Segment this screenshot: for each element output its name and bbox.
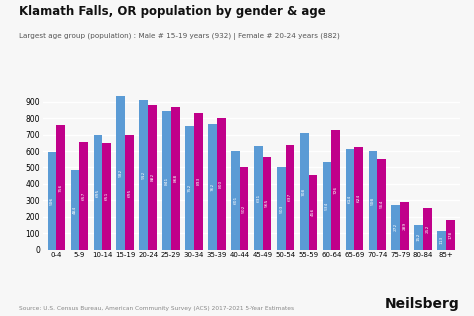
Text: 565: 565: [265, 199, 269, 208]
Bar: [331, 130, 340, 250]
Bar: [392, 205, 400, 250]
Bar: [194, 113, 202, 250]
Bar: [139, 100, 148, 250]
Text: 289: 289: [402, 222, 407, 230]
Text: 651: 651: [105, 192, 109, 200]
Text: 637: 637: [288, 193, 292, 201]
Text: Largest age group (population) : Male # 15-19 years (932) | Female # 20-24 years: Largest age group (population) : Male # …: [19, 33, 340, 40]
Text: 252: 252: [426, 225, 429, 233]
Bar: [171, 107, 180, 250]
Bar: [71, 170, 79, 250]
Text: 502: 502: [242, 204, 246, 213]
Text: 534: 534: [325, 202, 329, 210]
Bar: [162, 112, 171, 250]
Text: 484: 484: [73, 206, 77, 214]
Bar: [79, 142, 88, 250]
Bar: [423, 208, 432, 250]
Bar: [446, 220, 455, 250]
Bar: [102, 143, 111, 250]
Text: 614: 614: [348, 195, 352, 203]
Text: 752: 752: [188, 184, 191, 192]
Text: Neilsberg: Neilsberg: [385, 297, 460, 311]
Text: 932: 932: [119, 169, 123, 177]
Bar: [414, 225, 423, 250]
Text: 601: 601: [233, 196, 237, 204]
Text: Source: U.S. Census Bureau, American Community Survey (ACS) 2017-2021 5-Year Est: Source: U.S. Census Bureau, American Com…: [19, 306, 294, 311]
Bar: [286, 145, 294, 250]
Text: 113: 113: [440, 236, 444, 245]
Text: 272: 272: [394, 223, 398, 231]
Text: 800: 800: [219, 180, 223, 188]
Bar: [48, 152, 56, 250]
Bar: [217, 118, 226, 250]
Bar: [240, 167, 248, 250]
Bar: [400, 202, 409, 250]
Text: 708: 708: [302, 187, 306, 196]
Text: 756: 756: [59, 183, 63, 192]
Text: 596: 596: [50, 197, 54, 205]
Text: 695: 695: [96, 188, 100, 197]
Bar: [125, 136, 134, 250]
Text: 554: 554: [380, 200, 383, 208]
Text: 657: 657: [82, 191, 86, 200]
Bar: [355, 147, 363, 250]
Text: 631: 631: [256, 194, 260, 202]
Bar: [185, 126, 194, 250]
Text: 503: 503: [279, 204, 283, 212]
Text: Klamath Falls, OR population by gender & age: Klamath Falls, OR population by gender &…: [19, 5, 326, 18]
Bar: [263, 157, 272, 250]
Bar: [438, 231, 446, 250]
Bar: [309, 175, 317, 250]
Bar: [277, 167, 286, 250]
Text: 833: 833: [196, 177, 201, 185]
Bar: [148, 105, 157, 250]
Text: 762: 762: [210, 183, 215, 191]
Bar: [231, 151, 240, 250]
Text: 456: 456: [311, 208, 315, 216]
Text: 726: 726: [334, 186, 338, 194]
Text: 868: 868: [173, 174, 177, 182]
Bar: [208, 125, 217, 250]
Text: 912: 912: [142, 171, 146, 179]
Text: 695: 695: [128, 188, 131, 197]
Bar: [93, 136, 102, 250]
Text: 624: 624: [357, 194, 361, 203]
Bar: [369, 151, 377, 250]
Bar: [323, 162, 331, 250]
Text: 841: 841: [164, 176, 169, 185]
Text: 178: 178: [448, 231, 452, 239]
Bar: [300, 133, 309, 250]
Bar: [117, 96, 125, 250]
Bar: [377, 159, 386, 250]
Text: 598: 598: [371, 196, 375, 205]
Bar: [346, 149, 355, 250]
Bar: [56, 125, 65, 250]
Text: 152: 152: [417, 233, 421, 241]
Text: 882: 882: [150, 173, 155, 181]
Bar: [254, 146, 263, 250]
